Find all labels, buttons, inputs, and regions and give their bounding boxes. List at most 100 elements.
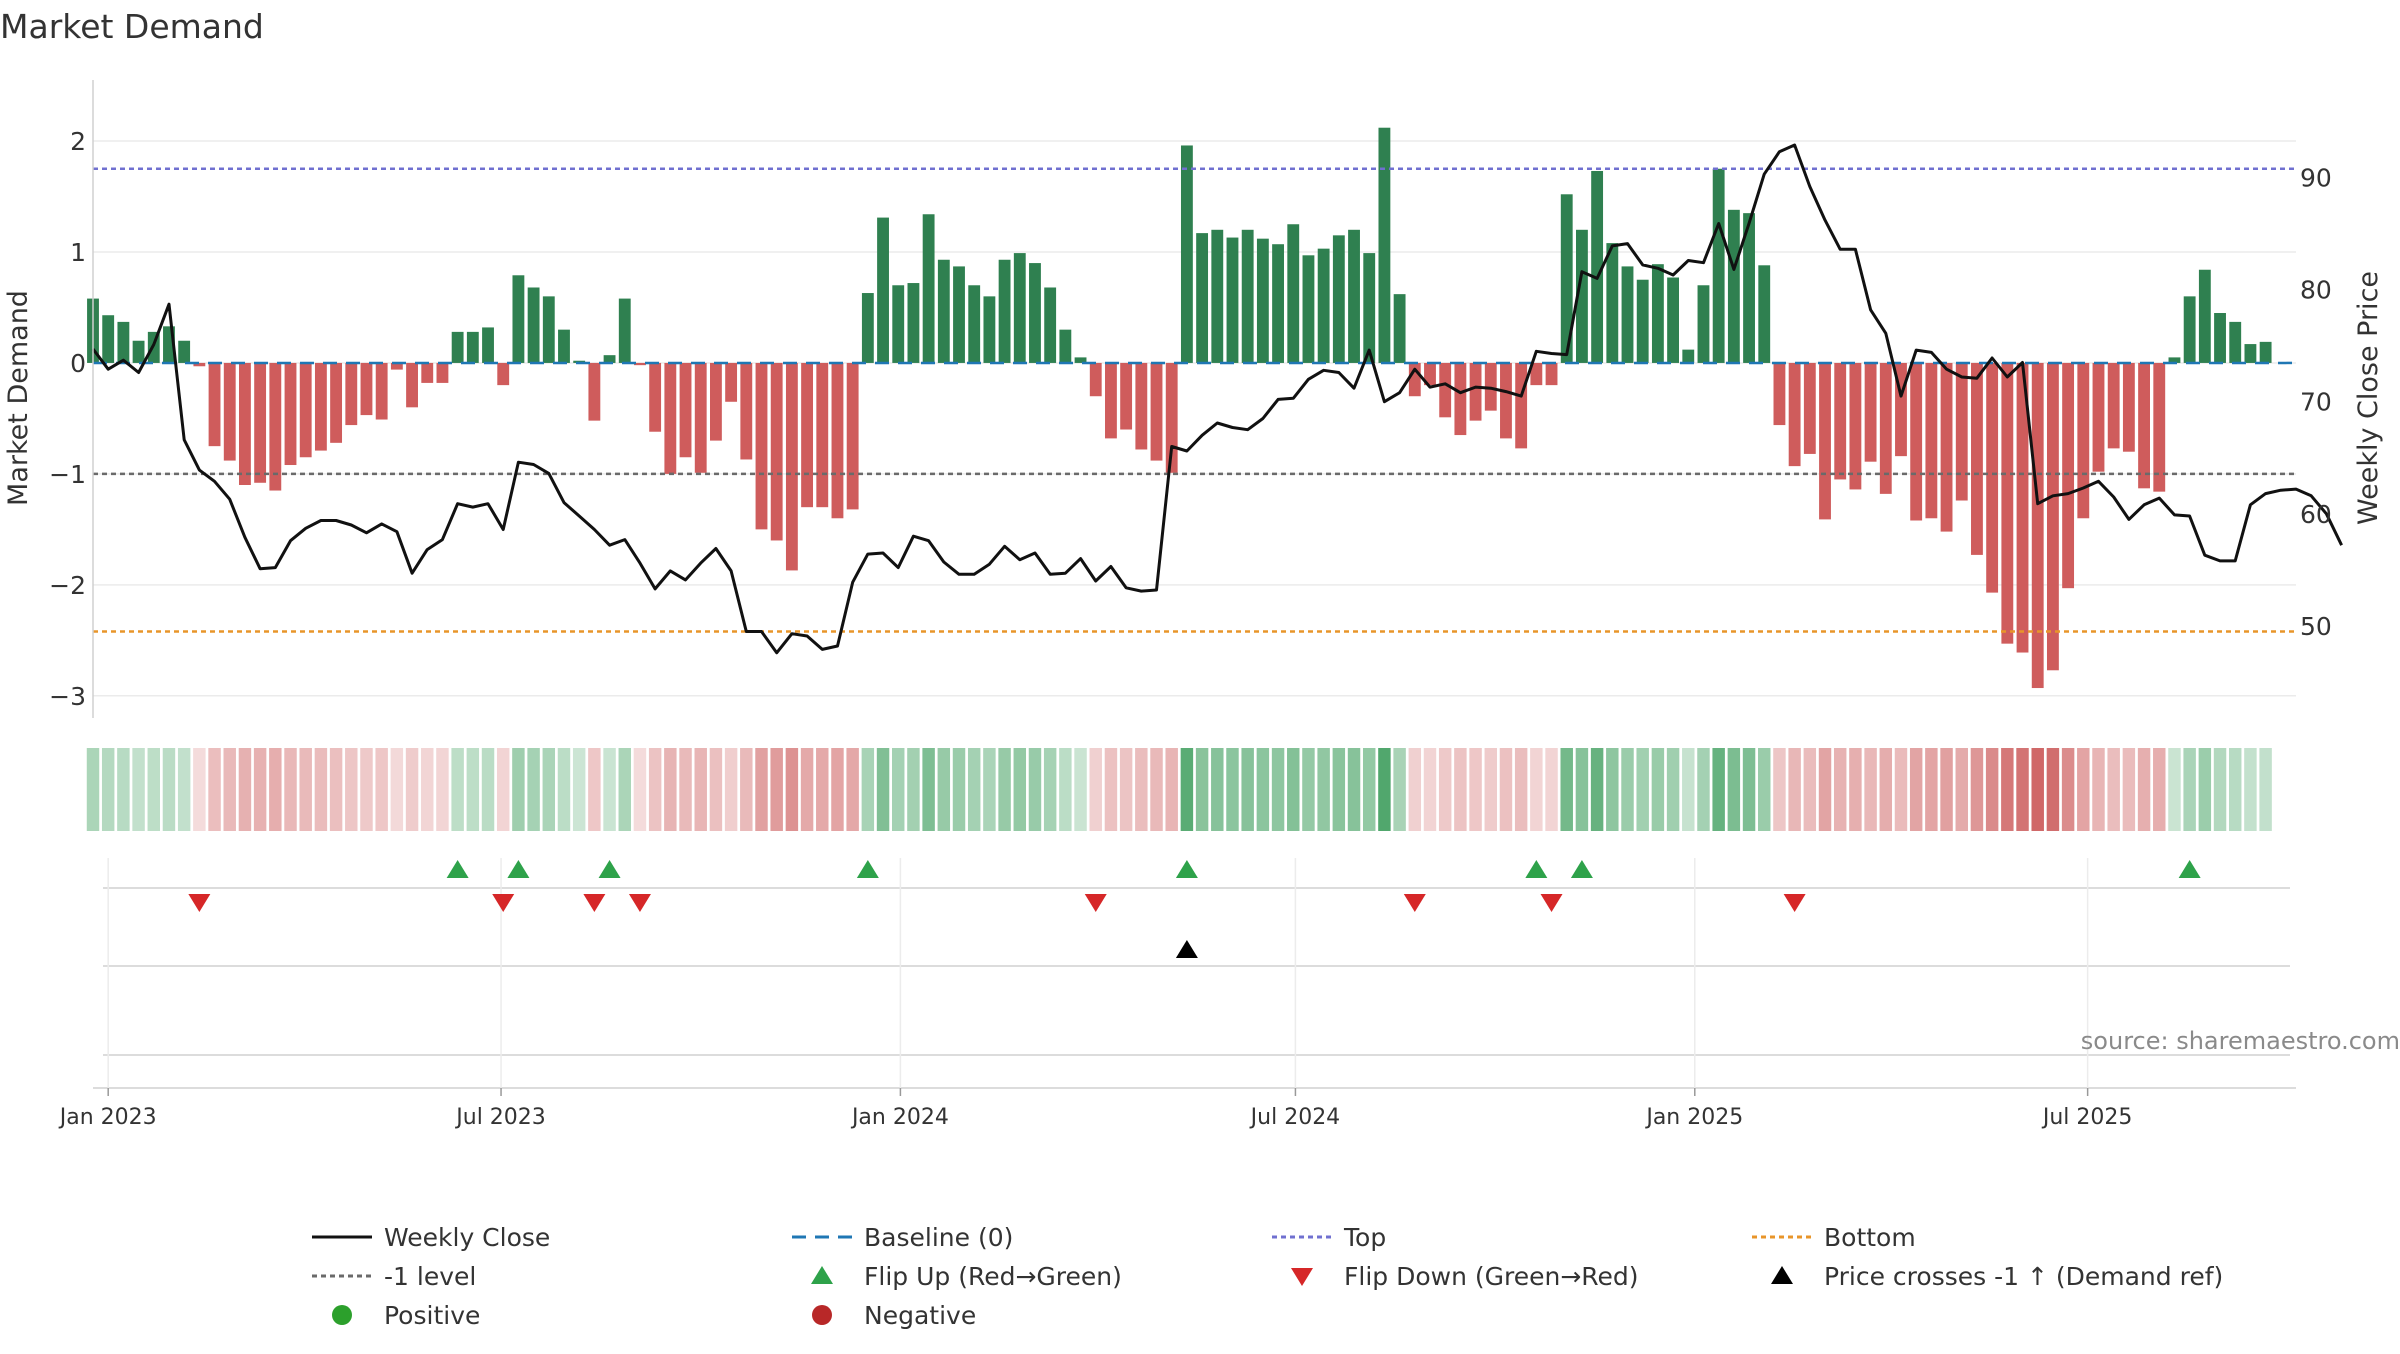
positive-heat-cell: [451, 748, 464, 831]
positive-demand-bar: [1378, 127, 1391, 363]
negative-demand-bar: [1834, 362, 1847, 480]
negative-demand-bar: [801, 362, 814, 508]
negative-demand-bar: [1530, 362, 1543, 386]
positive-demand-bar: [1044, 287, 1057, 363]
positive-heat-cell: [1758, 748, 1771, 831]
positive-heat-cell: [512, 748, 525, 831]
negative-heat-cell: [2031, 748, 2044, 831]
positive-heat-cell: [1271, 748, 1285, 831]
negative-heat-cell: [800, 748, 814, 831]
chart-title: Market Demand: [0, 7, 264, 46]
legend-label: Bottom: [1824, 1223, 1916, 1252]
positive-demand-bar: [512, 275, 525, 363]
positive-demand-bar: [1743, 213, 1755, 363]
positive-demand-bar: [1211, 229, 1224, 363]
negative-heat-cell: [648, 748, 662, 831]
negative-demand-bar: [375, 362, 388, 420]
negative-heat-cell: [2153, 748, 2166, 831]
negative-heat-cell: [664, 748, 677, 831]
negative-demand-bar: [2016, 362, 2029, 653]
positive-demand-bar: [527, 287, 540, 363]
negative-heat-cell: [405, 748, 419, 831]
positive-heat-cell: [1347, 748, 1361, 831]
positive-heat-cell: [2259, 748, 2272, 831]
legend-item: Flip Down (Green→Red): [1291, 1262, 1639, 1291]
negative-demand-bar: [1469, 362, 1482, 421]
positive-demand-bar: [1059, 329, 1072, 363]
positive-heat-cell: [1362, 748, 1376, 831]
positive-demand-bar: [618, 298, 631, 363]
negative-heat-cell: [269, 748, 282, 831]
flip-down-marker: [1084, 894, 1107, 912]
negative-demand-bar: [2001, 362, 2014, 644]
positive-demand-bar: [1029, 263, 1041, 363]
positive-demand-bar: [922, 214, 935, 363]
positive-demand-bar: [1667, 277, 1680, 363]
positive-demand-bar: [968, 285, 981, 363]
flip-down-marker: [1540, 894, 1563, 912]
positive-heat-cell: [1636, 748, 1649, 831]
legend-item: Price crosses -1 ↑ (Demand ref): [1771, 1262, 2223, 1291]
negative-heat-cell: [588, 748, 601, 831]
y2-tick-label: 90: [2300, 164, 2332, 193]
negative-heat-cell: [1438, 748, 1452, 831]
positive-demand-bar: [1332, 235, 1345, 363]
positive-heat-cell: [1013, 748, 1027, 831]
negative-demand-bar: [314, 362, 327, 451]
positive-demand-bar: [937, 259, 950, 363]
negative-heat-cell: [329, 748, 343, 831]
legend-item: Weekly Close: [312, 1223, 550, 1252]
negative-heat-cell: [238, 748, 252, 831]
negative-heat-cell: [1089, 748, 1102, 831]
negative-heat-cell: [1970, 748, 1984, 831]
positive-heat-cell: [1560, 748, 1573, 831]
positive-heat-cell: [1575, 748, 1589, 831]
positive-heat-cell: [1621, 748, 1634, 831]
negative-heat-cell: [1940, 748, 1953, 831]
positive-demand-bar: [163, 326, 175, 363]
positive-demand-bar: [2183, 296, 2196, 363]
positive-heat-cell: [1697, 748, 1710, 831]
negative-heat-cell: [2061, 748, 2075, 831]
positive-heat-cell: [937, 748, 951, 831]
positive-demand-bar: [1651, 264, 1664, 363]
positive-demand-bar: [1621, 266, 1634, 363]
positive-heat-cell: [1256, 748, 1270, 831]
negative-demand-bar: [1165, 362, 1178, 473]
negative-demand-bar: [2062, 362, 2075, 589]
negative-demand-bar: [1803, 362, 1816, 454]
negative-heat-cell: [1454, 748, 1467, 831]
positive-heat-cell: [572, 748, 586, 831]
x-tick-label: Jan 2024: [850, 1105, 949, 1130]
positive-heat-cell: [147, 748, 161, 831]
positive-demand-bar: [1606, 243, 1619, 363]
positive-heat-cell: [1241, 748, 1254, 831]
negative-demand-bar: [1955, 362, 1968, 501]
negative-heat-cell: [816, 748, 829, 831]
demand-bars: [87, 127, 2272, 689]
positive-heat-cell: [527, 748, 540, 831]
flip-down-marker: [583, 894, 606, 912]
positive-demand-bar: [1196, 233, 1209, 363]
positive-heat-cell: [1378, 748, 1391, 831]
legend-label: Flip Down (Green→Red): [1344, 1262, 1639, 1291]
negative-demand-bar: [299, 362, 312, 458]
legend-label: Weekly Close: [384, 1223, 550, 1252]
reference-levels: [93, 167, 2296, 633]
positive-heat-cell: [1226, 748, 1239, 831]
positive-heat-cell: [907, 748, 920, 831]
negative-heat-cell: [1894, 748, 1908, 831]
axes: −3 −2 −1 0 1 2 50 60 70 80 90: [49, 80, 2332, 718]
negative-demand-bar: [1986, 362, 1999, 593]
negative-heat-cell: [436, 748, 449, 831]
negative-heat-cell: [2001, 748, 2014, 831]
positive-demand-bar: [907, 283, 920, 363]
positive-heat-cell: [922, 748, 935, 831]
positive-demand-bar: [1393, 294, 1406, 363]
positive-demand-bar: [2198, 269, 2211, 363]
positive-demand-bar: [1636, 279, 1649, 363]
negative-demand-bar: [740, 362, 753, 460]
negative-heat-cell: [1909, 748, 1923, 831]
negative-demand-bar: [2138, 362, 2150, 489]
